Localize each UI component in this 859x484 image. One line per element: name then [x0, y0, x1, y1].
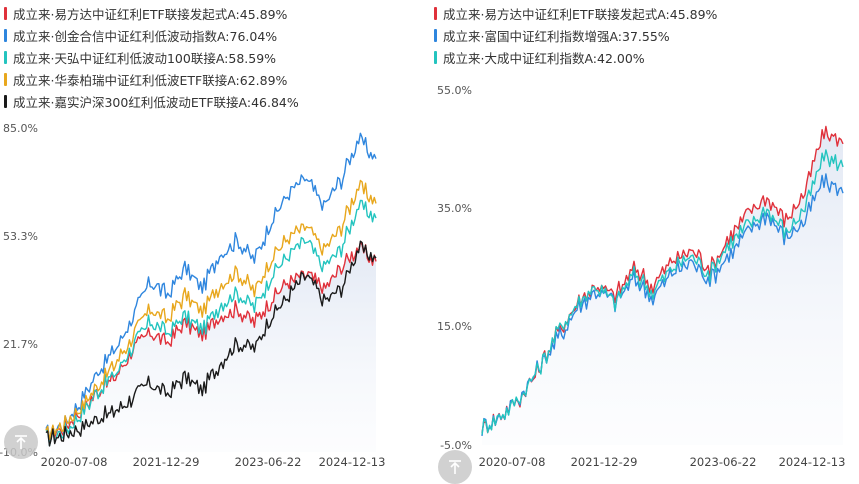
- legend-label: 成立来·嘉实沪深300红利低波动ETF联接A:46.84%: [13, 94, 299, 110]
- series-line: [45, 179, 377, 441]
- y-tick-label: 85.0%: [3, 122, 38, 135]
- legend-item[interactable]: 成立来·天弘中证红利低波动100联接A:58.59%: [4, 46, 299, 68]
- arrow-up-icon: [449, 460, 461, 474]
- legend-label: 成立来·创金合信中证红利低波动指数A:76.04%: [13, 28, 278, 44]
- y-tick-label: 15.0%: [437, 320, 472, 333]
- legend-swatch: [4, 6, 7, 20]
- legend-swatch: [4, 28, 7, 42]
- series-line: [45, 241, 377, 440]
- legend-label: 成立来·天弘中证红利低波动100联接A:58.59%: [13, 50, 277, 66]
- back-to-top-button[interactable]: [4, 425, 38, 459]
- x-tick-label: 2020-07-08: [479, 455, 546, 469]
- legend-item[interactable]: 成立来·创金合信中证红利低波动指数A:76.04%: [4, 24, 299, 46]
- legend-item[interactable]: 成立来·易方达中证红利ETF联接发起式A:45.89%: [434, 2, 717, 24]
- legend-item[interactable]: 成立来·易方达中证红利ETF联接发起式A:45.89%: [4, 2, 299, 24]
- legend-swatch: [434, 6, 437, 20]
- x-tick-label: 2020-07-08: [41, 455, 108, 469]
- legend-item[interactable]: 成立来·华泰柏瑞中证红利低波ETF联接A:62.89%: [4, 68, 299, 90]
- x-tick-label: 2023-06-22: [235, 455, 302, 469]
- y-tick-label: 21.7%: [3, 338, 38, 351]
- legend-swatch: [4, 72, 7, 86]
- y-tick-label: 53.3%: [3, 230, 38, 243]
- chart-legend-left: 成立来·易方达中证红利ETF联接发起式A:45.89% 成立来·创金合信中证红利…: [4, 2, 299, 112]
- x-tick-label: 2023-06-22: [690, 455, 757, 469]
- line-chart-left: 85.0%53.3%21.7%-10.0%2020-07-082021-12-2…: [0, 122, 386, 469]
- arrow-up-icon: [15, 435, 27, 449]
- back-to-top-button[interactable]: [438, 450, 472, 484]
- chart-panel-left: 85.0%53.3%21.7%-10.0%2020-07-082021-12-2…: [0, 0, 430, 475]
- x-tick-label: 2024-12-13: [319, 455, 386, 469]
- series-line: [481, 149, 844, 435]
- series-line: [45, 240, 377, 447]
- x-tick-label: 2024-12-13: [779, 455, 846, 469]
- legend-swatch: [4, 94, 7, 108]
- x-tick-label: 2021-12-29: [571, 455, 638, 469]
- y-tick-label: 55.0%: [437, 84, 472, 97]
- y-tick-label: -5.0%: [440, 439, 472, 452]
- legend-label: 成立来·易方达中证红利ETF联接发起式A:45.89%: [13, 6, 288, 22]
- chart-legend-right: 成立来·易方达中证红利ETF联接发起式A:45.89% 成立来·富国中证红利指数…: [434, 2, 717, 68]
- legend-swatch: [4, 50, 7, 64]
- series-area: [46, 241, 376, 452]
- legend-item[interactable]: 成立来·富国中证红利指数增强A:37.55%: [434, 24, 717, 46]
- legend-swatch: [434, 50, 437, 64]
- legend-label: 成立来·易方达中证红利ETF联接发起式A:45.89%: [443, 6, 718, 22]
- legend-swatch: [434, 28, 437, 42]
- legend-item[interactable]: 成立来·大成中证红利指数A:42.00%: [434, 46, 717, 68]
- line-chart-right: 55.0% 35.0% 15.0% -5.0% 2020-07-08 2021-12-29…: [437, 84, 846, 469]
- series-line: [45, 132, 377, 441]
- legend-label: 成立来·华泰柏瑞中证红利低波ETF联接A:62.89%: [13, 72, 288, 88]
- series-area: [482, 126, 843, 445]
- legend-item[interactable]: 成立来·嘉实沪深300红利低波动ETF联接A:46.84%: [4, 90, 299, 112]
- chart-panel-right: 55.0% 35.0% 15.0% -5.0% 2020-07-08 2021-12-29…: [430, 0, 859, 484]
- y-tick-label: 35.0%: [437, 202, 472, 215]
- legend-label: 成立来·大成中证红利指数A:42.00%: [443, 50, 645, 66]
- x-tick-label: 2021-12-29: [133, 455, 200, 469]
- series-line: [45, 199, 377, 447]
- legend-label: 成立来·富国中证红利指数增强A:37.55%: [443, 28, 670, 44]
